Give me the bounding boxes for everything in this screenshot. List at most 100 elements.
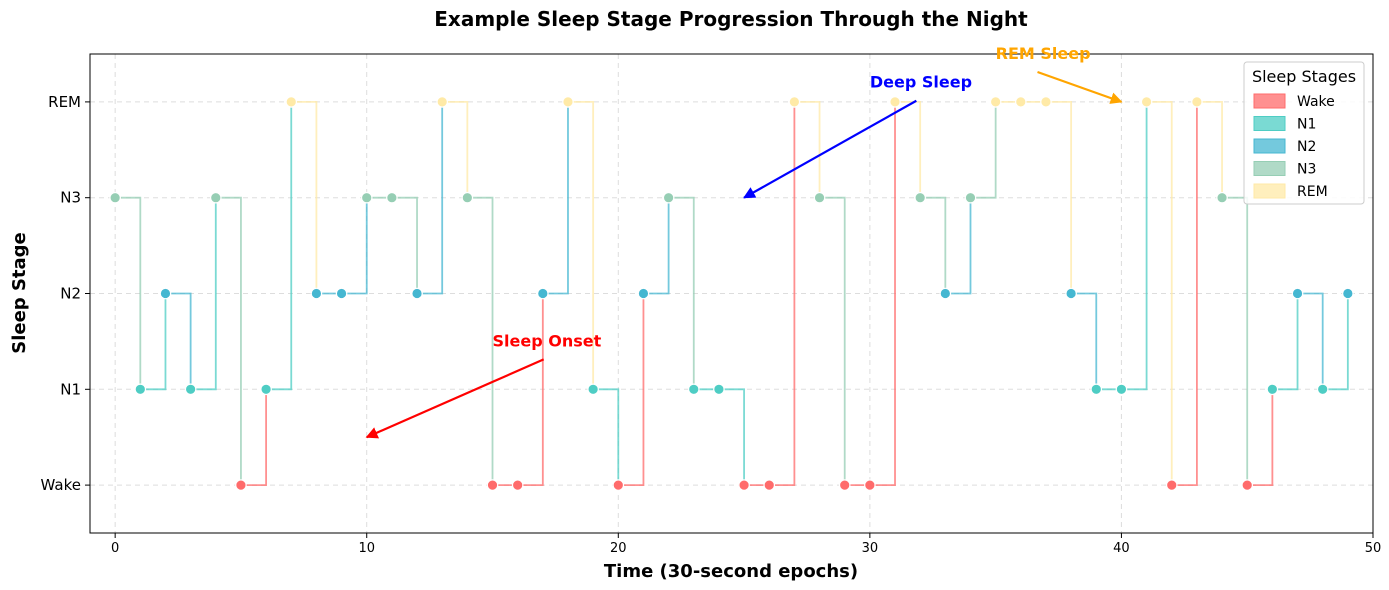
step-segment bbox=[542, 101, 569, 295]
x-tick-label: 20 bbox=[610, 541, 627, 556]
epoch-point bbox=[260, 383, 272, 396]
step-segment bbox=[1146, 101, 1173, 486]
annotation-label: Deep Sleep bbox=[870, 73, 972, 92]
step-series bbox=[115, 101, 1349, 486]
epoch-point bbox=[310, 287, 323, 300]
step-segment bbox=[442, 101, 469, 198]
step-segment bbox=[1297, 292, 1324, 390]
y-tick-label: N1 bbox=[60, 380, 81, 398]
step-segment bbox=[1322, 293, 1349, 391]
epoch-point bbox=[687, 383, 700, 396]
epoch-point bbox=[109, 191, 121, 204]
epoch-point bbox=[813, 191, 826, 204]
epoch-point bbox=[1342, 287, 1354, 300]
epoch-point bbox=[1015, 96, 1027, 108]
y-tick-label: REM bbox=[48, 93, 81, 111]
step-segment bbox=[115, 196, 142, 390]
legend-title: Sleep Stages bbox=[1252, 67, 1356, 86]
epoch-point bbox=[1291, 287, 1304, 300]
epoch-point bbox=[838, 479, 851, 491]
annotation-arrow bbox=[1037, 70, 1123, 104]
epoch-point bbox=[511, 479, 524, 491]
x-tick-label: 10 bbox=[358, 541, 375, 556]
step-segment bbox=[618, 293, 645, 486]
epoch-point bbox=[1115, 383, 1128, 396]
epoch-point bbox=[1191, 96, 1203, 108]
epoch-point bbox=[612, 479, 625, 491]
step-segment bbox=[718, 388, 745, 486]
step-segment bbox=[517, 293, 544, 486]
epoch-point bbox=[738, 479, 750, 491]
epoch-point bbox=[964, 191, 977, 204]
step-segment bbox=[291, 101, 318, 294]
epoch-point bbox=[939, 287, 952, 300]
x-tick-label: 30 bbox=[862, 541, 879, 556]
step-segment bbox=[668, 196, 695, 390]
x-axis-ticks: 0 10 20 30 40 50 bbox=[111, 533, 1381, 556]
epoch-point bbox=[159, 287, 172, 300]
epoch-point bbox=[461, 191, 474, 204]
epoch-point bbox=[134, 383, 147, 396]
epoch-point bbox=[989, 96, 1002, 108]
step-segment bbox=[1071, 292, 1098, 390]
step-segment bbox=[895, 101, 922, 198]
epoch-point bbox=[914, 191, 926, 204]
legend-entry-label: N1 bbox=[1297, 117, 1316, 133]
epoch-points bbox=[109, 96, 1354, 491]
annotation-label: Sleep Onset bbox=[493, 331, 602, 350]
epoch-point bbox=[1040, 96, 1052, 108]
x-tick-label: 0 bbox=[111, 541, 119, 556]
epoch-point bbox=[1165, 479, 1178, 491]
y-axis-label: Sleep Stage bbox=[9, 232, 30, 354]
y-tick-label: Wake bbox=[41, 476, 81, 494]
legend: Sleep Stages Wake N1 N2 N3 REM bbox=[1243, 61, 1365, 205]
epoch-point bbox=[713, 383, 725, 396]
step-segment bbox=[869, 101, 896, 486]
epoch-point bbox=[788, 96, 801, 108]
annotation-arrow bbox=[743, 99, 917, 199]
legend-swatch bbox=[1253, 183, 1286, 199]
step-segment bbox=[920, 196, 947, 294]
x-tick-label: 50 bbox=[1365, 541, 1382, 556]
step-segment bbox=[266, 101, 293, 391]
epoch-point bbox=[486, 479, 499, 491]
epoch-point bbox=[1140, 96, 1153, 108]
epoch-point bbox=[1065, 287, 1077, 300]
legend-entry-label: N2 bbox=[1297, 139, 1316, 155]
chart-title: Example Sleep Stage Progression Through … bbox=[434, 7, 1028, 31]
epoch-point bbox=[1090, 383, 1103, 396]
epoch-point bbox=[889, 96, 901, 108]
step-segment bbox=[1247, 389, 1274, 486]
epoch-point bbox=[587, 383, 599, 396]
x-tick-label: 40 bbox=[1113, 541, 1130, 556]
step-segment bbox=[190, 197, 217, 391]
step-segment bbox=[215, 196, 242, 486]
legend-swatch bbox=[1253, 138, 1286, 154]
step-segment bbox=[391, 196, 418, 294]
epoch-point bbox=[335, 287, 348, 300]
step-segment bbox=[140, 293, 167, 391]
legend-entry-label: Wake bbox=[1297, 94, 1335, 110]
step-segment bbox=[240, 389, 267, 486]
step-segment bbox=[1045, 101, 1073, 294]
y-tick-label: N2 bbox=[60, 285, 81, 303]
epoch-point bbox=[637, 287, 650, 300]
legend-swatch bbox=[1253, 93, 1286, 109]
step-segment bbox=[769, 101, 796, 486]
step-segment bbox=[643, 197, 670, 295]
legend-swatch bbox=[1253, 161, 1286, 176]
epoch-point bbox=[436, 96, 448, 108]
legend-entry-label: REM bbox=[1297, 184, 1328, 200]
epoch-point bbox=[662, 191, 675, 204]
step-segment bbox=[593, 388, 620, 486]
epoch-point bbox=[235, 479, 247, 491]
epoch-point bbox=[386, 191, 398, 204]
step-segment bbox=[417, 101, 444, 295]
step-segment bbox=[945, 197, 972, 295]
y-axis-ticks: Wake N1 N2 N3 REM bbox=[41, 93, 90, 494]
step-segment bbox=[1121, 101, 1148, 391]
epoch-point bbox=[1316, 383, 1329, 396]
epoch-point bbox=[411, 287, 423, 300]
epoch-point bbox=[537, 287, 549, 300]
